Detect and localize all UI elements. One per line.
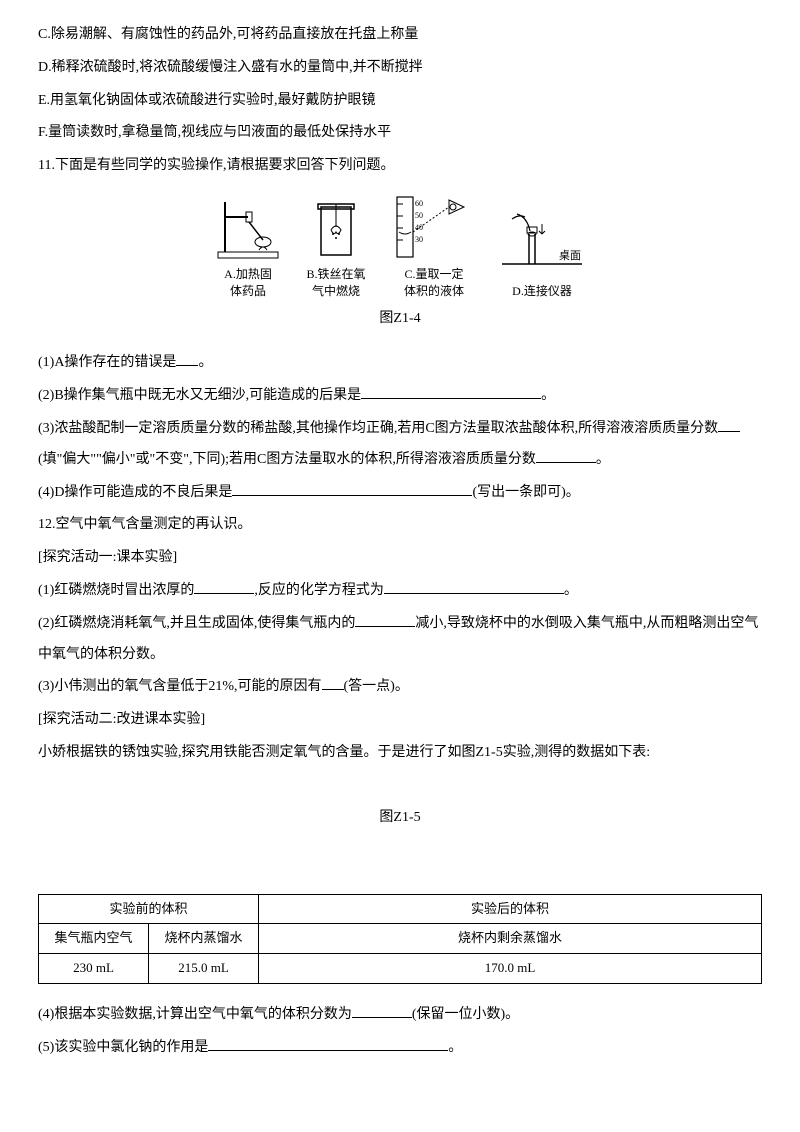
q11-2: (2)B操作集气瓶中既无水又无细沙,可能造成的后果是 。 (38, 381, 762, 412)
table-row: 实验前的体积 实验后的体积 (39, 894, 762, 924)
q12-act1: [探究活动一:课本实验] (38, 543, 762, 574)
fig-a-label2: 体药品 (230, 283, 266, 300)
q12-3a: (3)小伟测出的氧气含量低于21%,可能的原因有 (38, 679, 322, 694)
blank (384, 580, 564, 594)
q11-1: (1)A操作存在的错误是 。 (38, 348, 762, 379)
cell-remain: 烧杯内剩余蒸馏水 (259, 924, 762, 954)
svg-text:桌面: 桌面 (559, 249, 581, 262)
q12-stem: 12.空气中氧气含量测定的再认识。 (38, 510, 762, 541)
blank (536, 449, 596, 463)
q12-act2: [探究活动二:改进课本实验] (38, 705, 762, 736)
option-f: F.量筒读数时,拿稳量筒,视线应与凹液面的最低处保持水平 (38, 118, 762, 149)
th-after: 实验后的体积 (259, 894, 762, 924)
q11-figure-row: A.加热固 体药品 B.铁丝在氧 气中燃烧 60 50 40 30 (38, 192, 762, 300)
fig-c-drawing: 60 50 40 30 (389, 192, 479, 262)
q11-4b: (写出一条即可)。 (472, 485, 579, 500)
fig-b-label1: B.铁丝在氧 (306, 266, 365, 283)
q11-3c: 。 (596, 452, 610, 467)
fig-b-drawing (301, 192, 371, 262)
th-before: 实验前的体积 (39, 894, 259, 924)
table-row: 集气瓶内空气 烧杯内蒸馏水 烧杯内剩余蒸馏水 (39, 924, 762, 954)
option-c: C.除易潮解、有腐蚀性的药品外,可将药品直接放在托盘上称量 (38, 20, 762, 51)
fig-b: B.铁丝在氧 气中燃烧 (301, 192, 371, 300)
cell-air: 集气瓶内空气 (39, 924, 149, 954)
cell-230: 230 mL (39, 954, 149, 984)
fig-a-label1: A.加热固 (224, 266, 272, 283)
q11-4a: (4)D操作可能造成的不良后果是 (38, 485, 232, 500)
fig-d-label1: D.连接仪器 (512, 283, 572, 300)
q12-1c: 。 (564, 583, 578, 598)
option-e: E.用氢氧化钠固体或浓硫酸进行实验时,最好戴防护眼镜 (38, 86, 762, 117)
svg-text:50: 50 (415, 211, 423, 220)
cell-215: 215.0 mL (149, 954, 259, 984)
blank (194, 580, 254, 594)
q11-2a: (2)B操作集气瓶中既无水又无细沙,可能造成的后果是 (38, 388, 361, 403)
q12-1a: (1)红磷燃烧时冒出浓厚的 (38, 583, 194, 598)
svg-text:30: 30 (415, 235, 423, 244)
q12-5a: (5)该实验中氯化钠的作用是 (38, 1040, 208, 1055)
blank (208, 1037, 448, 1051)
q12-3b: (答一点)。 (344, 679, 409, 694)
q11-2b: 。 (541, 388, 555, 403)
fig-d: 桌面 D.连接仪器 (497, 209, 587, 300)
fig-c: 60 50 40 30 C.量取一定 体积的液体 (389, 192, 479, 300)
q11-3b: (填"偏大""偏小"或"不变",下同);若用C图方法量取水的体积,所得溶液溶质质… (38, 452, 536, 467)
q12-4b: (保留一位小数)。 (412, 1007, 519, 1022)
cell-170: 170.0 mL (259, 954, 762, 984)
blank (232, 482, 472, 496)
q12-5b: 。 (448, 1040, 462, 1055)
fig-c-label2: 体积的液体 (404, 283, 464, 300)
fig-a: A.加热固 体药品 (213, 192, 283, 300)
q11-1b: 。 (198, 355, 212, 370)
q12-intro: 小娇根据铁的锈蚀实验,探究用铁能否测定氧气的含量。于是进行了如图Z1-5实验,测… (38, 738, 762, 769)
svg-text:60: 60 (415, 199, 423, 208)
fig-c-label1: C.量取一定 (404, 266, 463, 283)
blank (361, 385, 541, 399)
blank (718, 418, 740, 432)
fig-b-label2: 气中燃烧 (312, 283, 360, 300)
q12-table: 实验前的体积 实验后的体积 集气瓶内空气 烧杯内蒸馏水 烧杯内剩余蒸馏水 230… (38, 894, 762, 984)
q11-fig-caption: 图Z1-4 (38, 304, 762, 335)
cell-water: 烧杯内蒸馏水 (149, 924, 259, 954)
q12-2a: (2)红磷燃烧消耗氧气,并且生成固体,使得集气瓶内的 (38, 616, 355, 631)
q12-4a: (4)根据本实验数据,计算出空气中氧气的体积分数为 (38, 1007, 352, 1022)
q12-4: (4)根据本实验数据,计算出空气中氧气的体积分数为 (保留一位小数)。 (38, 1000, 762, 1031)
q12-1: (1)红磷燃烧时冒出浓厚的 ,反应的化学方程式为 。 (38, 576, 762, 607)
q12-2: (2)红磷燃烧消耗氧气,并且生成固体,使得集气瓶内的减小,导致烧杯中的水倒吸入集… (38, 609, 762, 671)
q11-1a: (1)A操作存在的错误是 (38, 355, 176, 370)
q11-4: (4)D操作可能造成的不良后果是 (写出一条即可)。 (38, 478, 762, 509)
q11-stem: 11.下面是有些同学的实验操作,请根据要求回答下列问题。 (38, 151, 762, 182)
q12-fig-caption: 图Z1-5 (38, 803, 762, 834)
fig-a-drawing (213, 192, 283, 262)
fig-d-drawing: 桌面 (497, 209, 587, 279)
svg-text:40: 40 (415, 223, 423, 232)
q12-5: (5)该实验中氯化钠的作用是 。 (38, 1033, 762, 1064)
table-row: 230 mL 215.0 mL 170.0 mL (39, 954, 762, 984)
q11-3: (3)浓盐酸配制一定溶质质量分数的稀盐酸,其他操作均正确,若用C图方法量取浓盐酸… (38, 414, 762, 476)
blank (352, 1004, 412, 1018)
blank (322, 676, 344, 690)
option-d: D.稀释浓硫酸时,将浓硫酸缓慢注入盛有水的量筒中,并不断搅拌 (38, 53, 762, 84)
blank (176, 352, 198, 366)
q11-3a: (3)浓盐酸配制一定溶质质量分数的稀盐酸,其他操作均正确,若用C图方法量取浓盐酸… (38, 421, 718, 436)
q12-1b: ,反应的化学方程式为 (254, 583, 384, 598)
blank (355, 613, 415, 627)
q12-3: (3)小伟测出的氧气含量低于21%,可能的原因有 (答一点)。 (38, 672, 762, 703)
